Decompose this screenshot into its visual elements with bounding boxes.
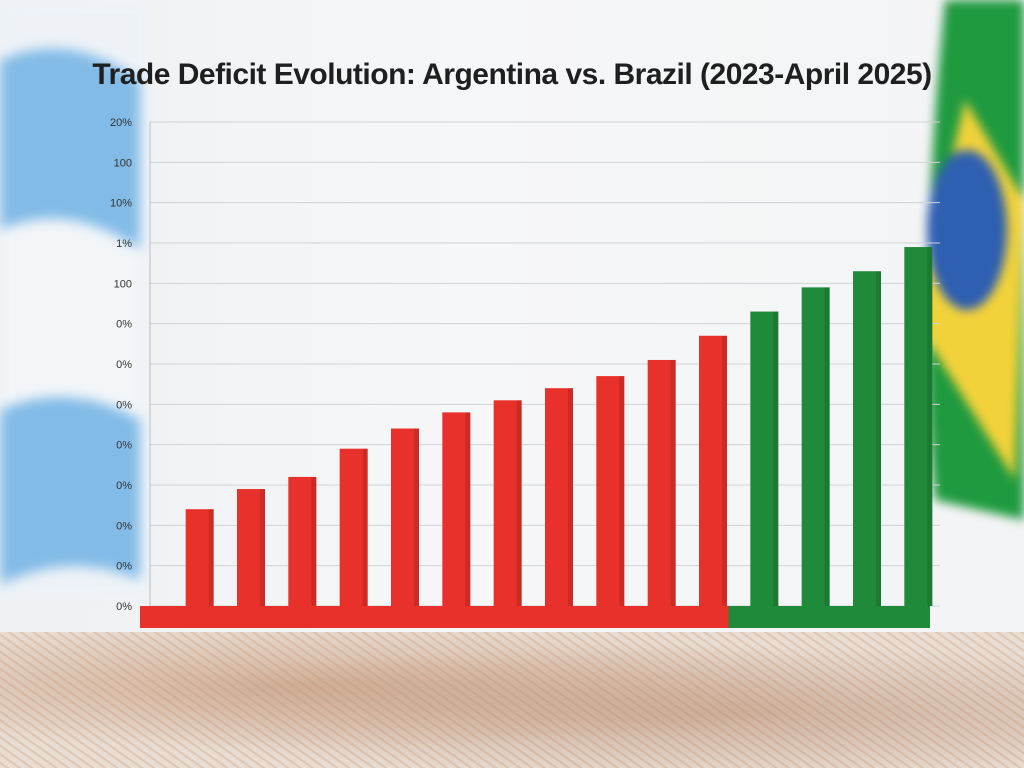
bar <box>853 271 881 606</box>
bar-base-0 <box>140 606 735 628</box>
bar-shade <box>670 359 676 606</box>
y-tick-label: 0% <box>116 520 132 532</box>
bar-shade <box>516 400 522 606</box>
bar-shade <box>927 247 933 607</box>
bar <box>288 476 317 606</box>
bar-shade <box>619 376 625 606</box>
y-tick-label: 10% <box>110 198 132 210</box>
y-tick-label: 0% <box>116 561 132 573</box>
bar-shade <box>568 388 573 606</box>
bar-shade <box>311 476 317 606</box>
bar-bases <box>140 606 930 628</box>
bar-shade <box>414 428 419 606</box>
bar <box>391 428 419 606</box>
textured-floor <box>0 632 1024 768</box>
y-tick-label: 100 <box>114 278 132 290</box>
y-tick-label: 0% <box>116 319 132 331</box>
brazil-flag <box>915 0 1024 520</box>
argentina-flag <box>0 0 150 600</box>
y-tick-label: 0% <box>116 480 132 492</box>
bar <box>545 388 573 606</box>
bar-base-1 <box>728 606 930 628</box>
y-tick-label: 1% <box>116 238 132 250</box>
bar <box>750 311 779 606</box>
y-axis-ticks: 0% 0% 0% 0% 0% 0% 0% 0% 100 1% 10% 100 20% <box>110 117 132 613</box>
bar <box>647 359 676 606</box>
y-tick-label: 0% <box>116 440 132 452</box>
bar <box>185 509 214 606</box>
bar <box>237 489 265 606</box>
y-tick-label: 20% <box>110 117 132 129</box>
y-tick-label: 100 <box>114 157 132 169</box>
bar-shade <box>722 335 727 606</box>
bar <box>493 400 522 606</box>
bar <box>904 247 933 607</box>
bar <box>801 287 830 606</box>
bar <box>699 335 727 606</box>
chart-title: Trade Deficit Evolution: Argentina vs. B… <box>92 58 932 91</box>
bar <box>442 412 471 606</box>
y-tick-label: 0% <box>116 601 132 613</box>
bar-shade <box>773 311 779 606</box>
bar-shade <box>824 287 830 606</box>
bar <box>596 376 625 606</box>
y-tick-label: 0% <box>116 359 132 371</box>
bar-shade <box>465 412 471 606</box>
bar-shade <box>876 271 881 606</box>
bars <box>185 247 933 607</box>
bar-shade <box>208 509 214 606</box>
bar-shade <box>362 448 368 606</box>
bar-shade <box>260 489 265 606</box>
bar <box>339 448 368 606</box>
y-tick-label: 0% <box>116 399 132 411</box>
